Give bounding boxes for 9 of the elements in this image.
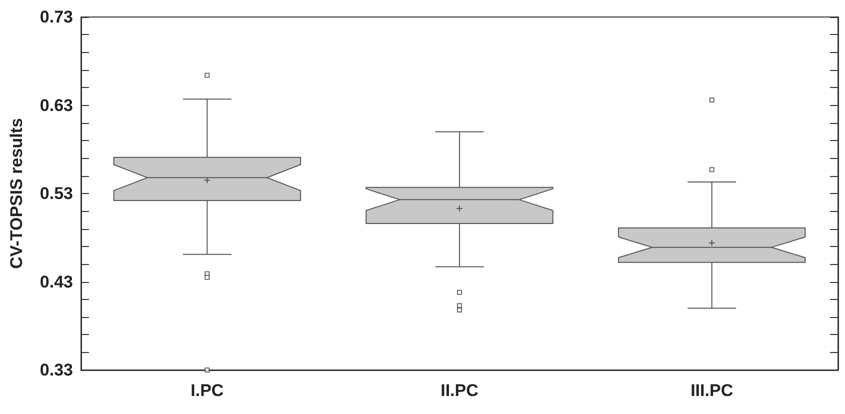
x-tick-label: II.PC bbox=[440, 381, 478, 400]
y-tick-label: 0.73 bbox=[40, 8, 73, 26]
x-tick-label: III.PC bbox=[690, 381, 734, 400]
y-tick-label: 0.43 bbox=[40, 272, 73, 292]
y-tick-label: 0.63 bbox=[40, 96, 73, 115]
y-tick-label: 0.33 bbox=[40, 360, 73, 380]
y-tick-label: 0.53 bbox=[40, 184, 73, 203]
x-tick-label: I.PC bbox=[190, 381, 224, 400]
y-axis-title: CV-TOPSIS results bbox=[7, 118, 26, 269]
